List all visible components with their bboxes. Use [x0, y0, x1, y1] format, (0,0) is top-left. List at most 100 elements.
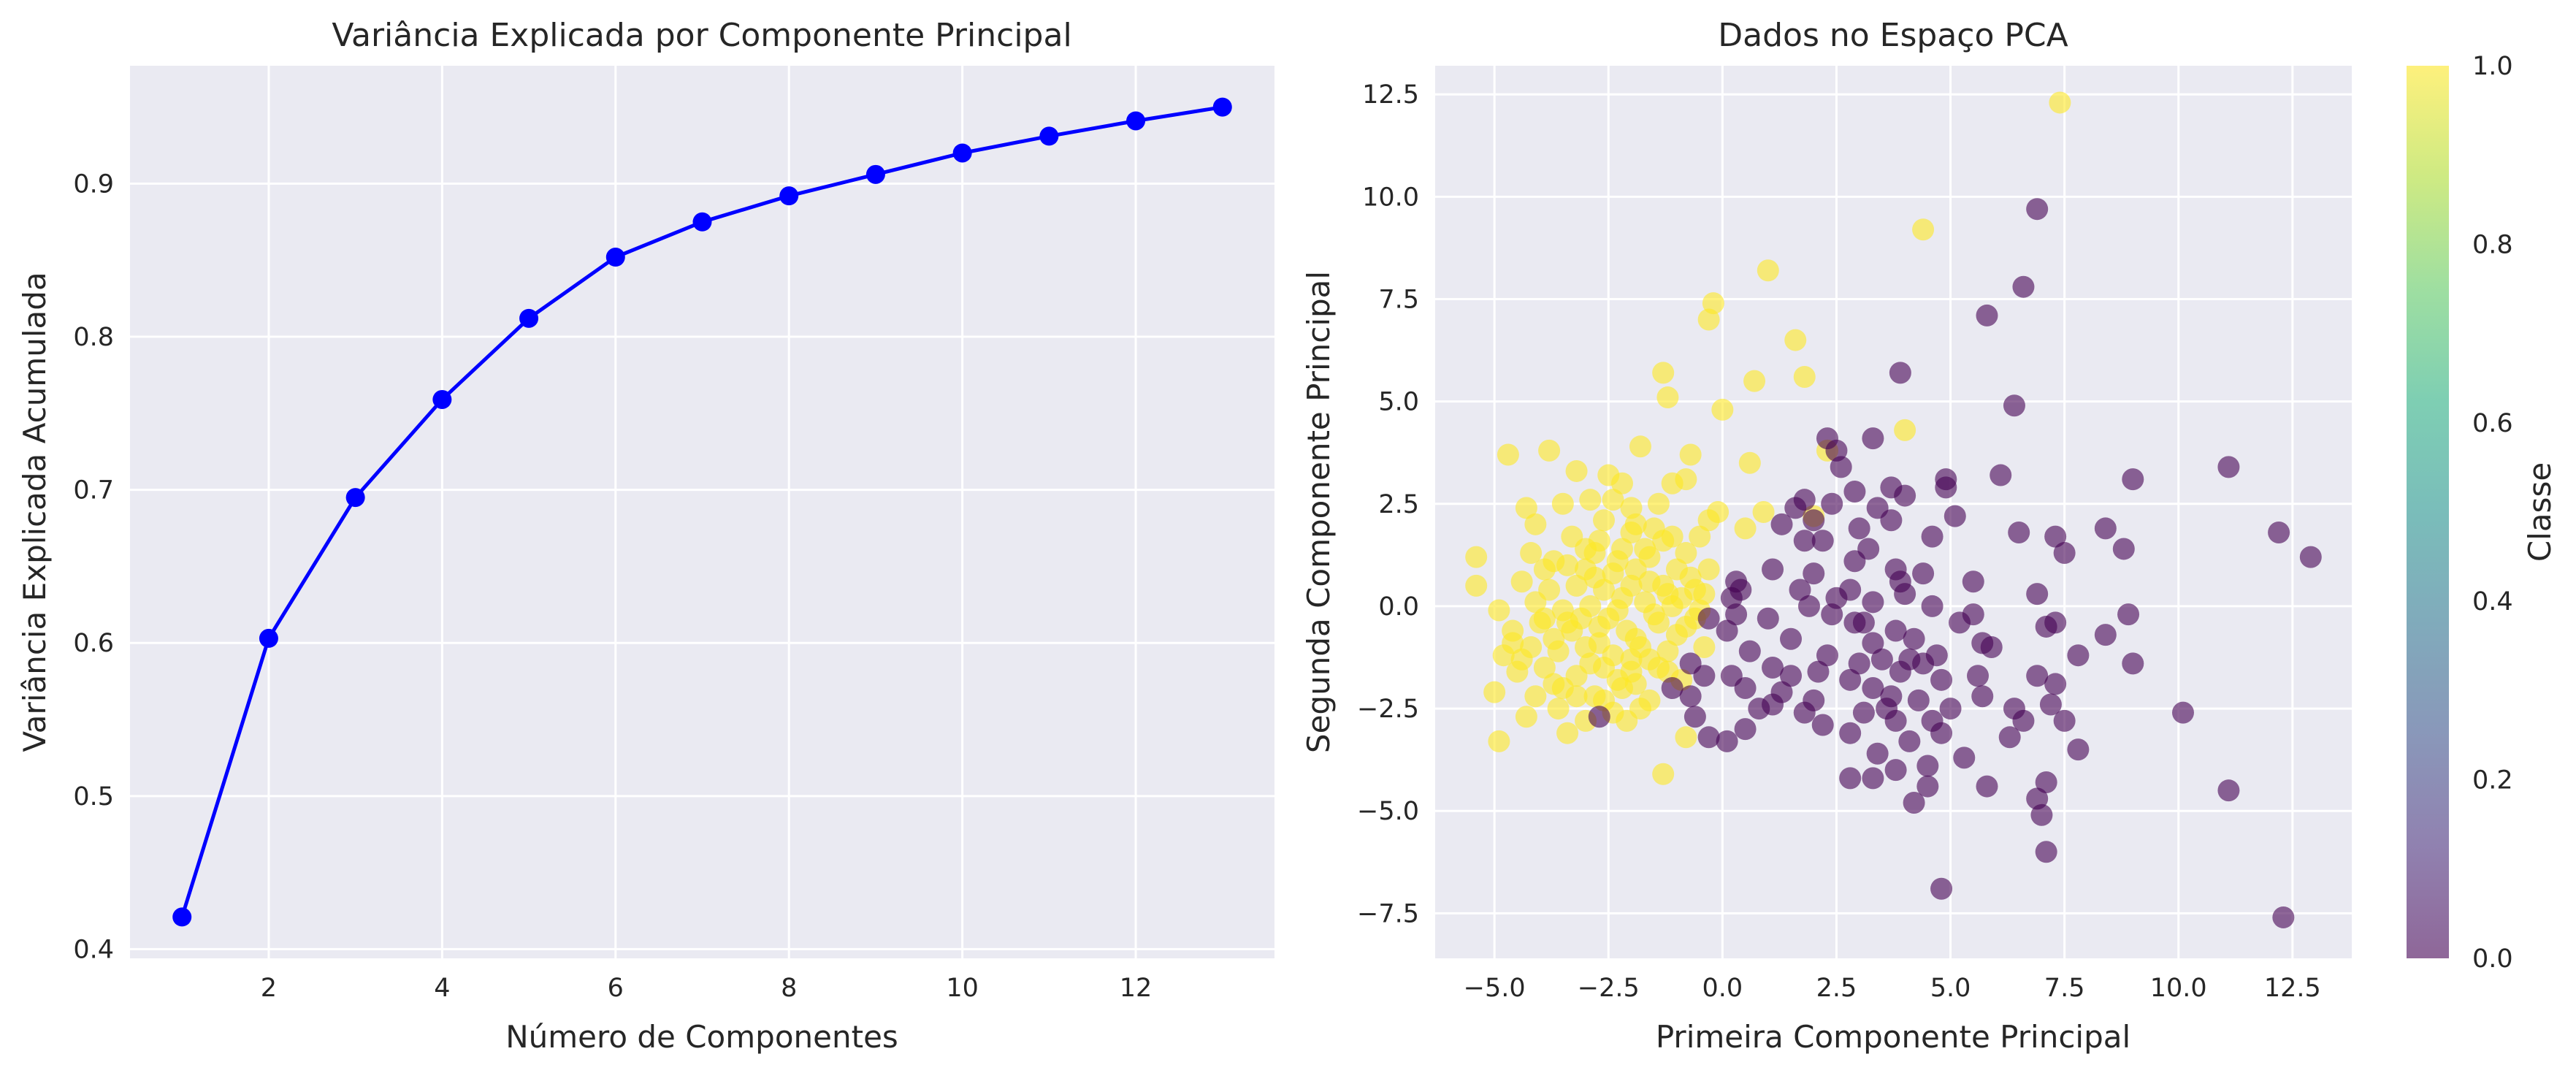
- data-point-class-1: [1616, 709, 1638, 732]
- data-point-class-1: [1543, 673, 1565, 695]
- data-point-class-1: [1793, 366, 1816, 389]
- data-point-class-0: [1903, 791, 1925, 814]
- pca-scatter-chart: −5.0 −2.5 0.0 2.5 5.0 7.5 10.0 12.5 −7.5 −5.0 −2.…: [1301, 17, 2352, 1055]
- data-point-class-0: [1925, 644, 1948, 667]
- data-point-class-1: [1693, 583, 1716, 606]
- data-point-class-0: [1734, 718, 1757, 741]
- y-tick-label: 7.5: [1378, 286, 1419, 315]
- x-tick-label: 7.5: [2044, 974, 2085, 1003]
- data-point-class-0: [1716, 730, 1738, 752]
- data-point-class-0: [1894, 583, 1916, 606]
- data-point-class-0: [1953, 746, 1976, 769]
- data-point-class-0: [1898, 730, 1921, 752]
- x-axis-label: Número de Componentes: [505, 1019, 898, 1055]
- colorbar-tick-label: 0.8: [2472, 230, 2513, 259]
- data-point-class-1: [1912, 218, 1935, 241]
- data-point-class-0: [1889, 362, 1911, 384]
- data-point-class-0: [1967, 665, 1990, 687]
- data-point-class-1: [1679, 443, 1702, 466]
- data-point-class-1: [1606, 550, 1629, 573]
- data-point-class-1: [1665, 624, 1688, 646]
- data-point-class-0: [1971, 632, 1994, 654]
- x-tick-label: 12: [1120, 974, 1153, 1003]
- data-point-class-1: [1510, 570, 1533, 593]
- data-point-class-1: [1675, 542, 1697, 565]
- data-point-class-0: [1807, 660, 1830, 683]
- data-point-class-0: [1907, 689, 1930, 711]
- data-point-class-1: [1697, 308, 1720, 331]
- data-point-class-0: [2122, 652, 2144, 675]
- data-point-class-0: [1862, 427, 1884, 450]
- data-point-class-0: [1990, 464, 2012, 486]
- y-tick-label: −7.5: [1357, 899, 1419, 928]
- data-point-class-0: [1816, 644, 1838, 667]
- data-point-class-1: [1697, 509, 1720, 532]
- data-point-class-1: [1624, 673, 1647, 695]
- data-point-class-0: [2035, 841, 2057, 863]
- variance-chart: 2 4 6 8 10 12 0.4 0.5 0.6 0.7 0.8 0.9 Variância Ex…: [17, 17, 1274, 1055]
- data-point-class-1: [1610, 587, 1633, 609]
- data-point-class-1: [1689, 525, 1711, 548]
- data-point-class-0: [2008, 522, 2030, 544]
- x-tick-label: 12.5: [2264, 974, 2321, 1003]
- data-point-class-1: [1647, 492, 1670, 515]
- data-point-class-1: [1565, 685, 1588, 708]
- data-point-class-1: [1579, 652, 1602, 675]
- x-tick-labels: 2 4 6 8 10 12: [261, 974, 1153, 1003]
- data-point-class-0: [1998, 726, 2021, 749]
- data-point-class-0: [2117, 603, 2140, 626]
- y-tick-label: 0.8: [73, 323, 114, 352]
- data-point-class-0: [1930, 722, 1953, 744]
- data-point-class-1: [1656, 640, 1679, 662]
- data-point-class-0: [1976, 775, 1998, 798]
- data-point-class-1: [1620, 648, 1643, 671]
- data-point-class-0: [1852, 611, 1875, 634]
- data-point-class-1: [1520, 542, 1543, 565]
- data-point-class-0: [1839, 722, 1862, 744]
- data-point-class-1: [1565, 574, 1588, 597]
- data-point-class-0: [2067, 738, 2090, 761]
- data-point: [432, 389, 452, 409]
- data-point-class-0: [1811, 714, 1834, 736]
- data-point-class-0: [1852, 701, 1875, 724]
- data-point-class-0: [2171, 701, 2194, 724]
- data-point-class-1: [1483, 681, 1506, 703]
- colorbar-label: Classe: [2522, 462, 2558, 562]
- x-tick-label: 8: [781, 974, 797, 1003]
- data-point-class-1: [1565, 459, 1588, 482]
- data-point-class-0: [2044, 525, 2067, 548]
- data-point-class-0: [1748, 698, 1770, 720]
- data-point-class-1: [1602, 489, 1624, 511]
- data-point-class-1: [1588, 632, 1610, 654]
- data-point-class-1: [1502, 632, 1524, 654]
- data-point-class-1: [1515, 497, 1537, 519]
- data-point-class-0: [2272, 906, 2295, 928]
- data-point-class-1: [1579, 489, 1602, 511]
- data-point-class-1: [1524, 591, 1547, 614]
- x-tick-label: 0.0: [1702, 974, 1743, 1003]
- data-point-class-0: [1916, 775, 1939, 798]
- colorbar-tick-label: 0.4: [2472, 587, 2513, 616]
- data-point-class-1: [1575, 538, 1597, 560]
- data-point-class-1: [1738, 451, 1761, 474]
- data-point-class-0: [2026, 665, 2049, 687]
- data-point-class-0: [2299, 546, 2322, 568]
- data-point-class-0: [1803, 509, 1825, 532]
- data-point-class-0: [2039, 693, 2062, 716]
- data-point-class-0: [2053, 709, 2076, 732]
- data-point-class-1: [1679, 566, 1702, 589]
- data-point-class-1: [1538, 439, 1561, 462]
- data-point-class-1: [1757, 259, 1779, 282]
- data-point-class-0: [1862, 632, 1884, 654]
- chart-title: Dados no Espaço PCA: [1718, 17, 2068, 54]
- data-marks: [172, 97, 1232, 927]
- y-tick-label: 0.7: [73, 476, 114, 505]
- y-tick-label: −2.5: [1357, 695, 1419, 724]
- data-point-class-1: [1752, 501, 1775, 523]
- data-point-class-0: [1912, 562, 1935, 585]
- plot-area: [130, 66, 1274, 958]
- data-point-class-0: [1862, 767, 1884, 790]
- data-point-class-0: [1930, 668, 1953, 691]
- y-tick-label: 5.0: [1378, 388, 1419, 417]
